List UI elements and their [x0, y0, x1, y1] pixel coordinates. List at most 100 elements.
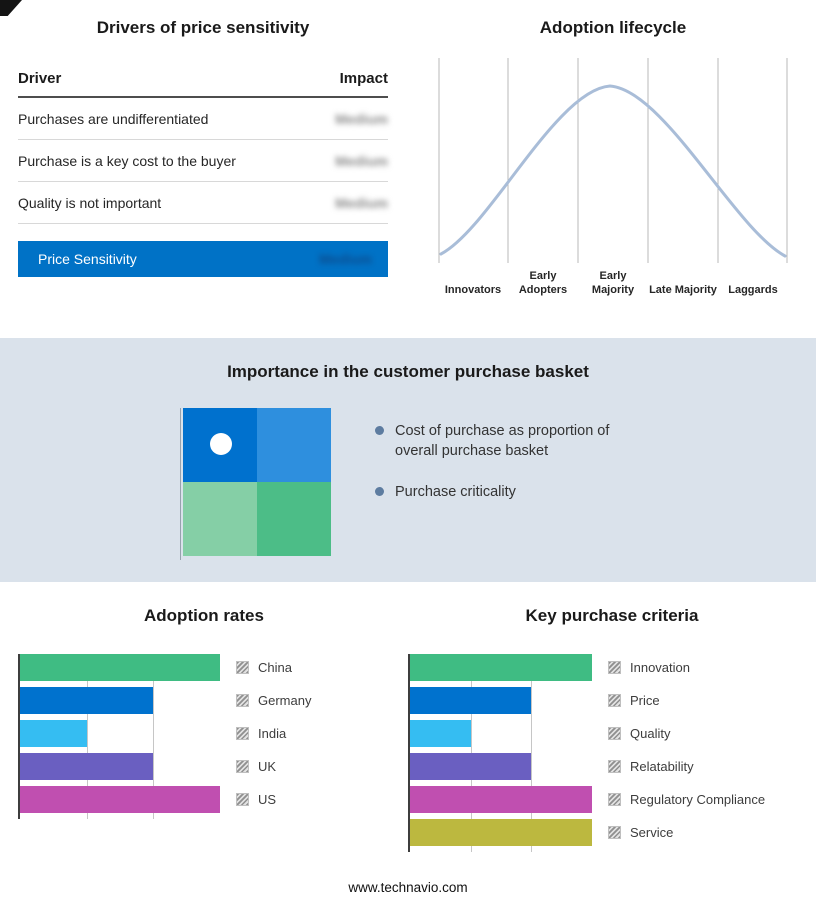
bar-row	[410, 654, 592, 681]
impact-cell-redacted: Medium	[335, 195, 388, 211]
bar-india	[20, 720, 87, 747]
basket-content: Cost of purchase as proportion of overal…	[0, 408, 816, 560]
stage-label-innovators: Innovators	[444, 283, 502, 296]
lifecycle-chart: Innovators Early Adopters Early Majority…	[438, 58, 788, 298]
stage-label-early-majority: Early Majority	[591, 270, 635, 296]
gridline	[531, 654, 533, 852]
legend-label: Price	[630, 693, 660, 708]
stage-label-laggards: Laggards	[728, 283, 778, 296]
driver-cell: Quality is not important	[18, 195, 162, 211]
legend-swatch-icon	[236, 793, 249, 806]
legend-label: US	[258, 792, 277, 807]
legend-item: UK	[236, 753, 311, 780]
impact-cell-redacted: Medium	[335, 111, 388, 127]
adoption-rates-chart: Adoption rates China Germany India UK US	[18, 606, 390, 852]
chart-legend: Innovation Price Quality Relatability Regula…	[608, 654, 765, 852]
bottom-section: Adoption rates China Germany India UK US Key…	[0, 582, 816, 852]
quadrant-axis	[180, 408, 331, 560]
legend-item: Regulatory Compliance	[608, 786, 765, 813]
legend-label: India	[258, 726, 287, 741]
legend-swatch-icon	[608, 760, 621, 773]
legend-swatch-icon	[608, 694, 621, 707]
drivers-panel: Drivers of price sensitivity Driver Impa…	[0, 12, 398, 338]
bar-row	[20, 786, 220, 813]
drivers-table-header: Driver Impact	[18, 70, 388, 98]
position-dot	[210, 433, 232, 455]
legend-item: Innovation	[608, 654, 765, 681]
chart-body: Innovation Price Quality Relatability Regula…	[408, 654, 816, 852]
bar-innovation	[410, 654, 592, 681]
chart-legend: China Germany India UK US	[236, 654, 311, 819]
legend-label: Germany	[258, 693, 312, 708]
adoption-rates-title: Adoption rates	[144, 606, 264, 625]
bar-row	[410, 753, 592, 780]
legend-swatch-icon	[608, 793, 621, 806]
gridline	[86, 654, 88, 819]
bar-plot	[408, 654, 592, 852]
bar-china	[20, 654, 220, 681]
key-purchase-criteria-title: Key purchase criteria	[525, 606, 699, 625]
bar-row	[410, 687, 592, 714]
bar-price	[410, 687, 532, 714]
bar-row	[410, 819, 592, 846]
chart-body: China Germany India UK US	[18, 654, 390, 819]
legend-item: Relatability	[608, 753, 765, 780]
top-section: Drivers of price sensitivity Driver Impa…	[0, 0, 816, 338]
bell-curve-graphic	[438, 58, 788, 263]
legend-swatch-icon	[236, 661, 249, 674]
legend-item: India	[236, 720, 311, 747]
legend-label: Relatability	[630, 759, 694, 774]
legend-label: Quality	[630, 726, 671, 741]
legend-swatch-icon	[236, 694, 249, 707]
bar-plot	[18, 654, 220, 819]
legend-item: Germany	[236, 687, 311, 714]
quadrant-bottom-left	[183, 482, 257, 556]
legend-item: Price	[608, 687, 765, 714]
bullet-item: Purchase criticality	[375, 483, 650, 503]
bar-us	[20, 786, 220, 813]
legend-swatch-icon	[608, 826, 621, 839]
table-row: Purchase is a key cost to the buyer Medi…	[18, 140, 388, 182]
legend-label: Innovation	[630, 660, 690, 675]
lifecycle-panel: Adoption lifecycle Innovators Early Adop…	[398, 12, 816, 338]
bar-regulatory-compliance	[410, 786, 592, 813]
bar-quality	[410, 720, 471, 747]
price-sensitivity-row: Price Sensitivity Medium	[18, 241, 388, 277]
legend-label: Regulatory Compliance	[630, 792, 766, 807]
bar-relatability	[410, 753, 532, 780]
legend-item: China	[236, 654, 311, 681]
basket-bullets: Cost of purchase as proportion of overal…	[375, 408, 650, 560]
stage-label-late-majority: Late Majority	[649, 283, 717, 296]
legend-item: Quality	[608, 720, 765, 747]
legend-item: US	[236, 786, 311, 813]
driver-cell: Purchase is a key cost to the buyer	[18, 153, 236, 169]
legend-swatch-icon	[236, 727, 249, 740]
bar-row	[410, 786, 592, 813]
bar-service	[410, 819, 592, 846]
bar-germany	[20, 687, 154, 714]
gridline	[153, 654, 155, 819]
drivers-title: Drivers of price sensitivity	[96, 18, 310, 37]
stage-label-early-adopters: Early Adopters	[518, 270, 568, 296]
basket-title: Importance in the customer purchase bask…	[227, 362, 589, 381]
quadrant-bottom-right	[257, 482, 331, 556]
bar-uk	[20, 753, 154, 780]
legend-swatch-icon	[608, 727, 621, 740]
impact-column-header: Impact	[339, 70, 388, 87]
lifecycle-stage-labels: Innovators Early Adopters Early Majority…	[438, 270, 788, 298]
adoption-bell-curve	[439, 84, 787, 258]
bar-row	[20, 753, 220, 780]
legend-swatch-icon	[236, 760, 249, 773]
bar-row	[20, 654, 220, 681]
purchase-basket-quadrant	[183, 408, 331, 556]
driver-column-header: Driver	[18, 70, 62, 87]
table-row: Purchases are undifferentiated Medium	[18, 98, 388, 140]
bar-row	[410, 720, 592, 747]
legend-item: Service	[608, 819, 765, 846]
legend-label: China	[258, 660, 292, 675]
quadrant-top-right	[257, 408, 331, 482]
website-url: www.technavio.com	[348, 880, 468, 895]
bar-row	[20, 720, 220, 747]
key-purchase-criteria-chart: Key purchase criteria Innovation Price Qua…	[408, 606, 816, 852]
legend-label: UK	[258, 759, 277, 774]
